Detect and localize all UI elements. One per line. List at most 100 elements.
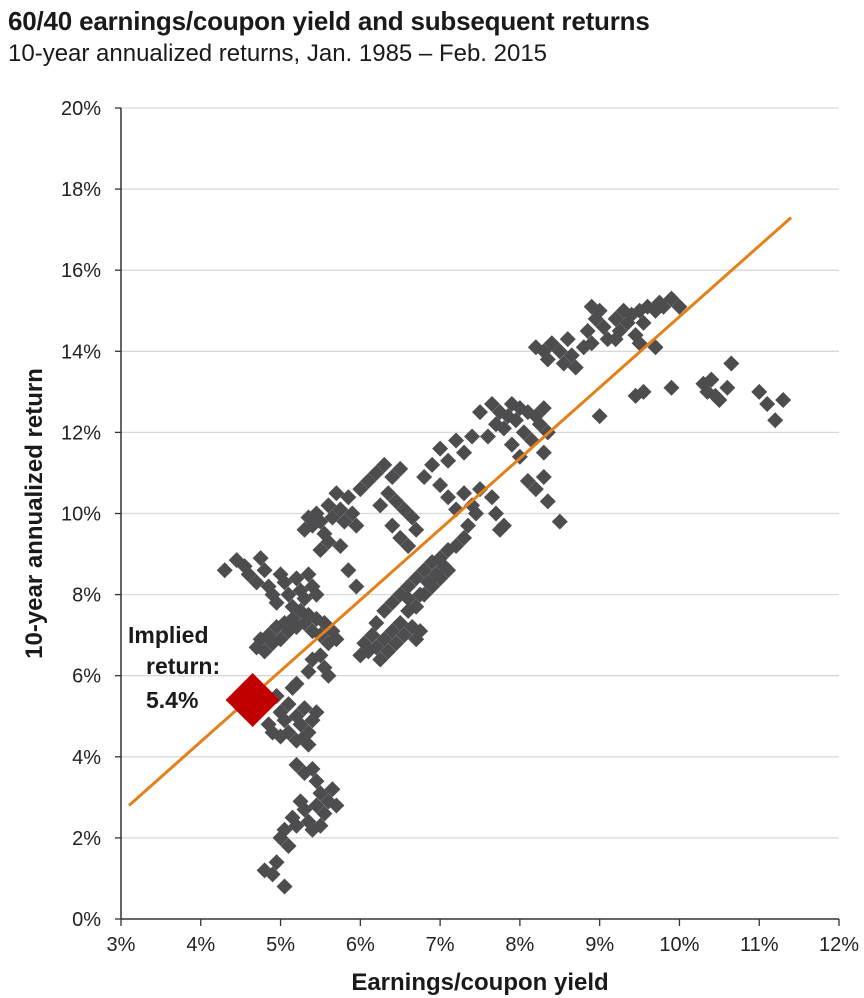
data-point bbox=[555, 355, 572, 372]
data-point bbox=[376, 456, 393, 473]
data-point bbox=[432, 477, 449, 494]
data-point bbox=[332, 537, 349, 554]
x-tick-label: 10% bbox=[659, 934, 699, 956]
x-tick-label: 3% bbox=[107, 934, 136, 956]
data-point bbox=[535, 400, 552, 417]
data-point bbox=[472, 481, 488, 498]
x-axis-title: Earnings/coupon yield bbox=[351, 969, 608, 996]
data-point bbox=[300, 566, 317, 583]
data-point bbox=[723, 355, 740, 372]
data-point bbox=[559, 331, 576, 348]
data-point bbox=[328, 797, 345, 814]
y-axis-title: 10-year annualized return bbox=[21, 368, 48, 659]
data-point bbox=[368, 639, 385, 656]
data-point bbox=[328, 631, 345, 648]
data-point bbox=[719, 379, 736, 396]
y-tick-labels: 0% 2% 4% 6% 8% 10% 12% 14% 16% 18% 20% bbox=[61, 98, 101, 931]
data-point bbox=[487, 505, 504, 522]
y-tick-label: 8% bbox=[72, 585, 101, 607]
data-point bbox=[416, 586, 433, 603]
data-point bbox=[539, 351, 556, 368]
data-point bbox=[464, 428, 481, 445]
data-point bbox=[392, 460, 409, 477]
data-point bbox=[711, 391, 728, 408]
data-point bbox=[400, 578, 417, 595]
data-point bbox=[368, 614, 385, 631]
data-point bbox=[280, 696, 297, 713]
data-point bbox=[372, 651, 389, 668]
data-point bbox=[376, 631, 393, 648]
data-point bbox=[380, 485, 397, 502]
x-tick-label: 9% bbox=[585, 934, 614, 956]
data-point bbox=[276, 878, 293, 895]
data-point bbox=[503, 396, 520, 413]
y-tick-label: 14% bbox=[61, 341, 101, 363]
data-point bbox=[460, 517, 477, 534]
y-tick-label: 2% bbox=[72, 828, 101, 850]
data-point bbox=[440, 489, 457, 506]
data-point bbox=[276, 821, 293, 838]
data-point bbox=[751, 383, 768, 400]
data-point bbox=[440, 562, 457, 579]
data-point bbox=[312, 817, 329, 834]
data-point bbox=[288, 570, 305, 587]
y-tick-label: 18% bbox=[61, 179, 101, 201]
chart-subtitle: 10-year annualized returns, Jan. 1985 – … bbox=[8, 40, 548, 67]
data-point bbox=[583, 335, 600, 352]
data-point bbox=[324, 781, 341, 798]
y-tick-label: 6% bbox=[72, 666, 101, 688]
data-point bbox=[280, 838, 297, 855]
x-tick-labels: 3% 4% 5% 6% 7% 8% 9% 10% 11% 12% bbox=[107, 919, 859, 956]
data-point bbox=[396, 627, 413, 644]
data-point bbox=[491, 521, 508, 538]
data-point bbox=[408, 521, 425, 538]
data-point bbox=[479, 428, 496, 445]
data-point bbox=[396, 501, 413, 518]
data-point bbox=[296, 801, 313, 818]
data-point bbox=[300, 663, 317, 680]
x-tick-label: 11% bbox=[740, 934, 779, 956]
data-point bbox=[591, 408, 608, 425]
data-point bbox=[551, 513, 568, 530]
data-point bbox=[408, 598, 425, 615]
data-point bbox=[308, 773, 325, 790]
data-point bbox=[348, 578, 365, 595]
data-point bbox=[535, 444, 552, 461]
data-point bbox=[663, 379, 680, 396]
data-point bbox=[308, 704, 325, 721]
data-point bbox=[456, 529, 473, 546]
data-point bbox=[515, 424, 532, 441]
y-tick-label: 16% bbox=[61, 260, 101, 282]
data-point bbox=[332, 501, 349, 518]
data-point bbox=[543, 335, 560, 352]
data-point bbox=[483, 489, 500, 506]
y-tick-label: 4% bbox=[72, 747, 101, 769]
data-point bbox=[567, 359, 584, 376]
data-point bbox=[635, 383, 652, 400]
data-point bbox=[507, 412, 524, 429]
data-point bbox=[360, 473, 377, 490]
data-point bbox=[216, 562, 233, 579]
x-tick-label: 8% bbox=[505, 934, 534, 956]
data-point bbox=[376, 602, 393, 619]
data-point bbox=[268, 854, 285, 871]
data-point bbox=[296, 700, 313, 717]
data-point bbox=[384, 517, 401, 534]
data-point bbox=[388, 493, 405, 510]
data-point bbox=[424, 456, 441, 473]
data-point bbox=[531, 416, 548, 433]
data-point bbox=[252, 550, 269, 567]
data-point bbox=[448, 432, 465, 449]
data-point bbox=[579, 323, 596, 340]
data-point bbox=[320, 667, 337, 684]
x-tick-label: 12% bbox=[819, 934, 859, 956]
x-tick-label: 6% bbox=[346, 934, 375, 956]
y-tick-label: 0% bbox=[72, 909, 101, 931]
data-point bbox=[372, 497, 389, 514]
data-point bbox=[312, 541, 329, 558]
data-point bbox=[340, 562, 357, 579]
data-point bbox=[607, 310, 624, 327]
data-point bbox=[380, 643, 397, 660]
data-point bbox=[288, 817, 305, 834]
gridlines bbox=[115, 107, 839, 920]
